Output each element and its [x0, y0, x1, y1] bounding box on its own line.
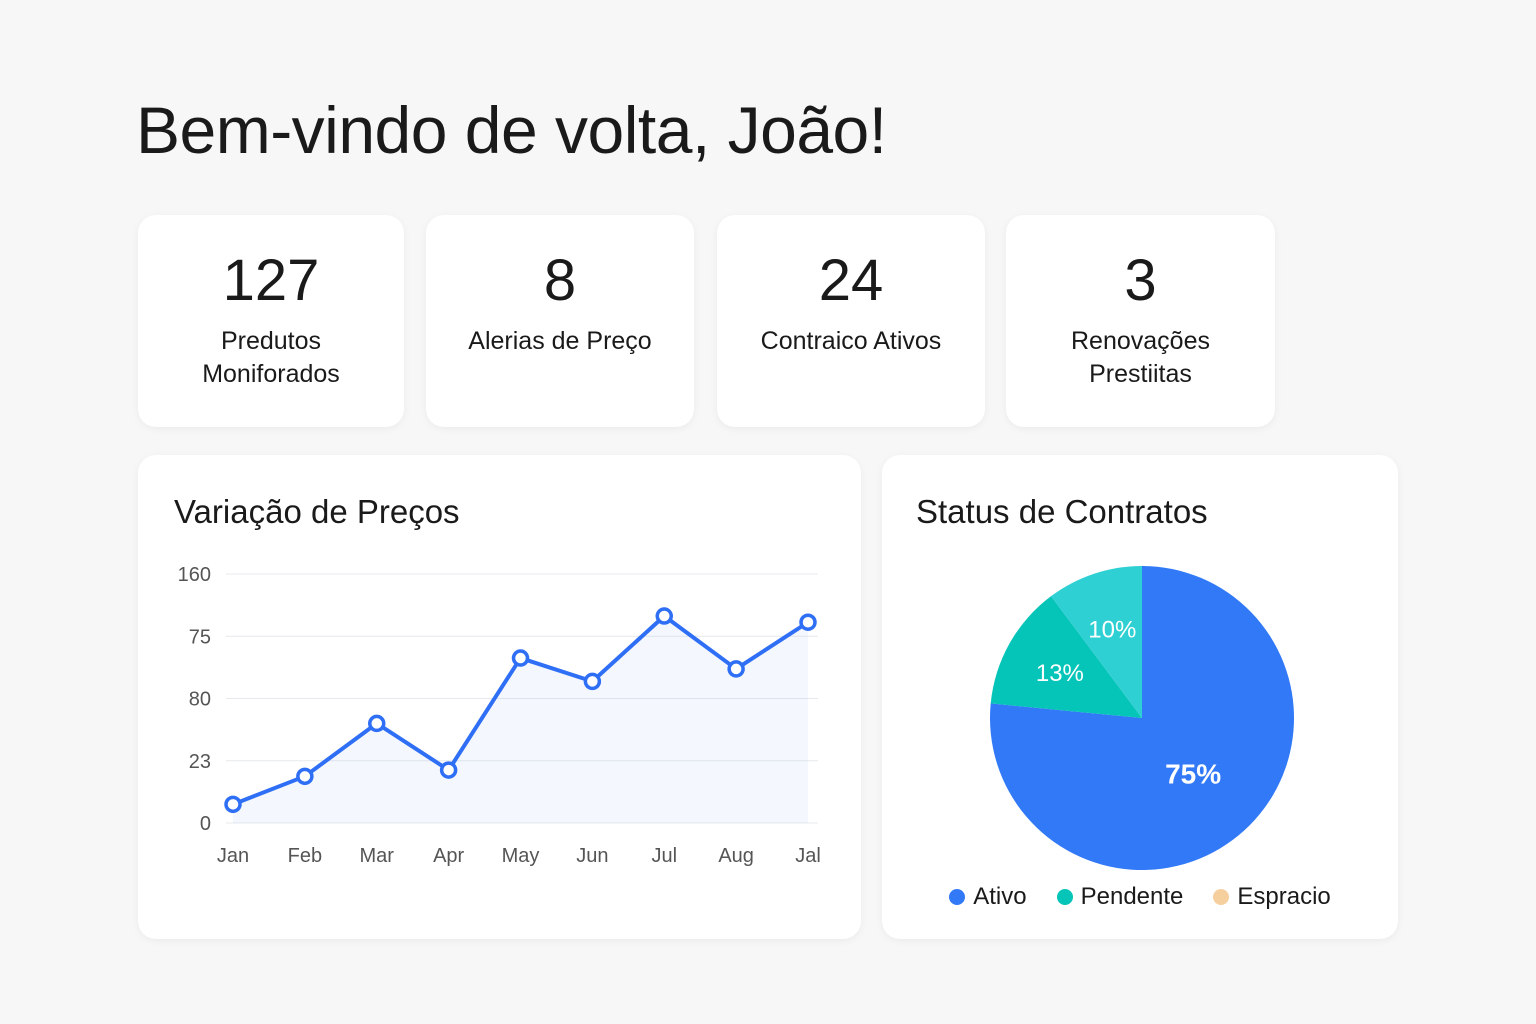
- x-tick-label: Jan: [217, 845, 249, 867]
- area-fill: [233, 616, 808, 823]
- chart-title: Variação de Preços: [174, 493, 460, 530]
- pie-slice: [1051, 566, 1142, 718]
- stat-label: Predutos Moniforados: [202, 327, 340, 388]
- line-chart: 160 75 80 23 0 Jan Feb Mar Apr May Jun Jul Aug Jal: [178, 564, 821, 867]
- x-tick-label: Jun: [576, 845, 608, 867]
- stat-value: 3: [1124, 248, 1157, 313]
- y-tick-label: 160: [178, 564, 211, 586]
- stat-label: Alerias de Preço: [468, 327, 652, 355]
- legend-item-espracio: Espracio: [1213, 883, 1331, 911]
- page-title: Bem-vindo de volta, João!: [136, 93, 887, 167]
- stat-card-contracts: 24 Contraico Ativos: [717, 215, 985, 427]
- slice-label: 13%: [1036, 660, 1084, 687]
- data-point: [727, 660, 745, 678]
- stat-card-products: 127 Predutos Moniforados: [138, 215, 404, 427]
- stat-value: 8: [543, 248, 577, 313]
- legend-item-ativo: Ativo: [949, 883, 1027, 911]
- chart-title: Status de Contratos: [916, 493, 1208, 530]
- y-tick-label: 0: [200, 813, 211, 835]
- pie-legend: Ativo Pendente Espracio: [882, 883, 1398, 911]
- x-tick-label: Jul: [651, 845, 677, 867]
- x-tick-label: Feb: [288, 845, 322, 867]
- stat-value: 24: [818, 248, 884, 313]
- legend-dot: [1213, 889, 1230, 905]
- price-chart-panel: Variação de Preços 160 75 80 23 0 Jan Feb Mar Ap…: [138, 455, 861, 939]
- legend-item-pendente: Pendente: [1056, 883, 1184, 911]
- slice-label: 10%: [1088, 617, 1136, 644]
- stat-value: 127: [222, 248, 320, 313]
- stat-label: Renovações Prestiitas: [1071, 327, 1210, 388]
- y-tick-label: 23: [189, 751, 211, 773]
- legend-label: Pendente: [1080, 883, 1184, 910]
- x-tick-label: May: [502, 845, 540, 867]
- legend-dot: [1056, 889, 1073, 905]
- legend-label: Espracio: [1237, 883, 1331, 910]
- legend-label: Ativo: [973, 883, 1027, 910]
- pie-chart: 75% 13%10%: [990, 566, 1294, 870]
- y-tick-label: 80: [189, 689, 211, 711]
- contracts-status-panel: Status de Contratos 75% 13% 10% Ativo Pend…: [882, 455, 1398, 939]
- data-point: [583, 672, 602, 691]
- data-point: [439, 761, 458, 779]
- pie-slice: [990, 596, 1142, 718]
- y-tick-label: 75: [189, 626, 211, 648]
- x-tick-label: Jal: [795, 845, 821, 867]
- data-point: [296, 767, 314, 786]
- data-point: [655, 607, 673, 625]
- data-point: [799, 613, 817, 631]
- x-tick-label: Aug: [718, 845, 754, 867]
- slice-label: 75%: [1165, 758, 1221, 789]
- stat-card-renewals: 3 Renovações Prestiitas: [1006, 215, 1275, 427]
- x-tick-label: Apr: [433, 845, 464, 867]
- data-point: [368, 714, 386, 733]
- x-tick-label: Mar: [360, 845, 395, 867]
- stat-card-alerts: 8 Alerias de Preço: [426, 215, 694, 427]
- data-point: [511, 649, 530, 667]
- legend-dot: [949, 889, 966, 905]
- data-point: [224, 795, 242, 814]
- stat-label: Contraico Ativos: [760, 327, 942, 355]
